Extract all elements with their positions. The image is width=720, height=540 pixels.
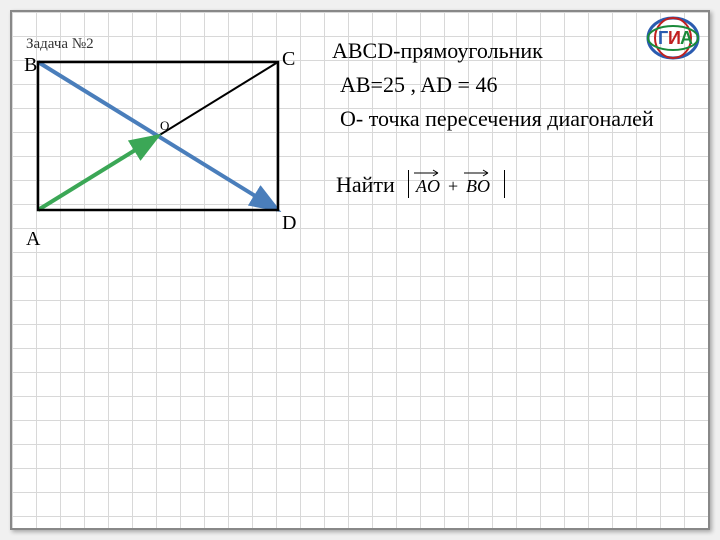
problem-line2: AB=25 , AD = 46 [340,72,497,98]
vector-formula: AO + BO [408,174,508,200]
gia-logo: Г И А [646,16,700,60]
vertex-c: C [282,48,295,71]
formula-ao: AO [416,176,440,197]
vertex-b: B [24,54,37,77]
svg-text:И: И [668,28,681,48]
problem-line3: O- точка пересечения диагоналей [340,106,680,132]
geometry-figure [12,12,322,272]
formula-plus: + [448,176,458,197]
svg-text:А: А [680,28,693,48]
problem-line1: ABCD-прямоугольник [332,38,543,64]
svg-text:Г: Г [658,28,668,48]
content-layer: Г И А Задача №2 B C D A O ABCD [12,12,708,528]
vertex-d: D [282,212,296,235]
vertex-a: A [26,228,40,251]
formula-bo: BO [466,176,490,197]
problem-find-prefix: Найти [336,172,395,198]
slide-page: Г И А Задача №2 B C D A O ABCD [10,10,710,530]
vertex-o: O [160,118,169,134]
